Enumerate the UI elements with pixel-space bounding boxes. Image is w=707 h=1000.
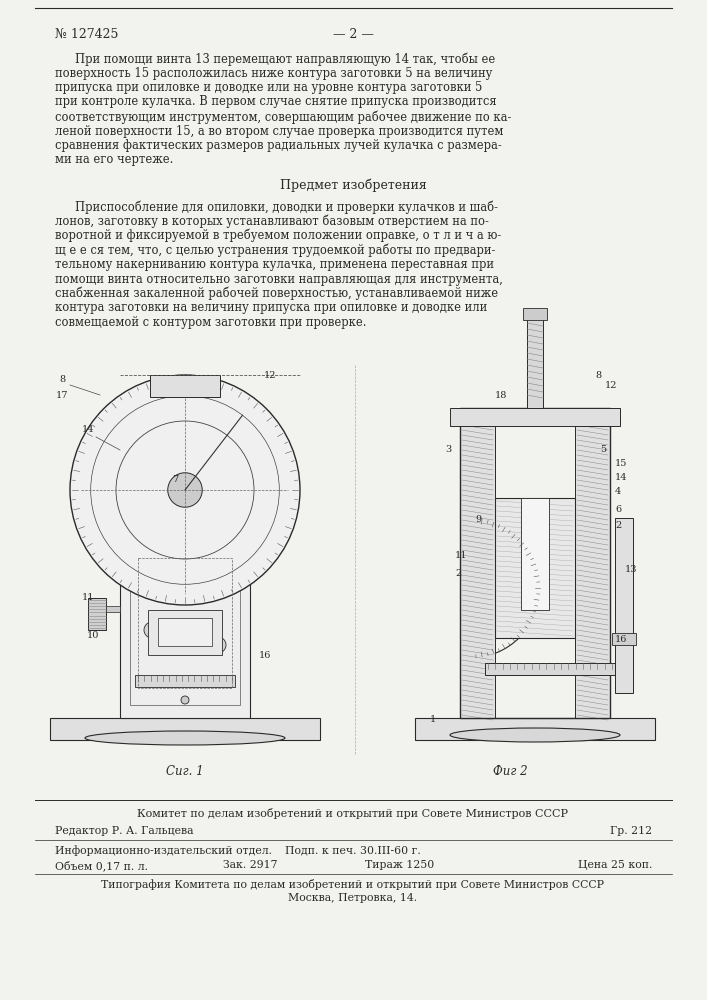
Bar xyxy=(612,633,636,645)
Text: Фиг 2: Фиг 2 xyxy=(493,765,527,778)
Text: 5: 5 xyxy=(600,446,606,454)
Text: № 127425: № 127425 xyxy=(55,28,118,41)
Text: 1: 1 xyxy=(430,716,436,724)
Text: помощи винта относительно заготовки направляющая для инструмента,: помощи винта относительно заготовки напр… xyxy=(55,272,503,286)
Text: поверхность 15 расположилась ниже контура заготовки 5 на величину: поверхность 15 расположилась ниже контур… xyxy=(55,66,492,80)
Text: 3: 3 xyxy=(445,446,451,454)
Text: 10: 10 xyxy=(87,631,99,640)
Text: 14: 14 xyxy=(615,474,628,483)
Text: при контроле кулачка. В первом случае снятие припуска производится: при контроле кулачка. В первом случае сн… xyxy=(55,96,496,108)
Text: ми на его чертеже.: ми на его чертеже. xyxy=(55,153,173,166)
Bar xyxy=(135,675,235,687)
Text: соответствующим инструментом, совершающим рабочее движение по ка-: соответствующим инструментом, совершающи… xyxy=(55,110,511,123)
Bar xyxy=(106,606,120,612)
Text: 2: 2 xyxy=(455,568,461,578)
Text: Комитет по делам изобретений и открытий при Совете Министров СССР: Комитет по делам изобретений и открытий … xyxy=(137,808,568,819)
Bar xyxy=(521,498,549,610)
Text: совмещаемой с контуром заготовки при проверке.: совмещаемой с контуром заготовки при про… xyxy=(55,316,366,329)
Ellipse shape xyxy=(85,731,285,745)
Text: 11: 11 xyxy=(455,550,467,560)
Circle shape xyxy=(168,473,202,507)
Text: 7: 7 xyxy=(172,476,178,485)
Text: 18: 18 xyxy=(495,390,508,399)
Text: Информационно-издательский отдел.: Информационно-издательский отдел. xyxy=(55,845,272,856)
Text: воротной и фиксируемой в требуемом положении оправке, о т л и ч а ю-: воротной и фиксируемой в требуемом полож… xyxy=(55,229,501,242)
Text: 4: 4 xyxy=(615,488,621,496)
Bar xyxy=(460,408,610,718)
Text: 12: 12 xyxy=(605,380,617,389)
Circle shape xyxy=(144,567,160,583)
Text: При помощи винта 13 перемещают направляющую 14 так, чтобы ее: При помощи винта 13 перемещают направляю… xyxy=(75,52,495,66)
Bar xyxy=(148,610,222,655)
Text: тельному накерниванию контура кулачка, применена переставная при: тельному накерниванию контура кулачка, п… xyxy=(55,258,494,271)
Bar xyxy=(575,408,610,718)
Text: леной поверхности 15, а во втором случае проверка производится путем: леной поверхности 15, а во втором случае… xyxy=(55,124,503,137)
Bar xyxy=(523,308,547,320)
Circle shape xyxy=(70,375,300,605)
Text: 8: 8 xyxy=(595,370,601,379)
Text: Сиг. 1: Сиг. 1 xyxy=(166,765,204,778)
Bar xyxy=(50,718,320,740)
Circle shape xyxy=(210,637,226,653)
Text: припуска при опиловке и доводке или на уровне контура заготовки 5: припуска при опиловке и доводке или на у… xyxy=(55,81,482,94)
Text: 16: 16 xyxy=(615,636,627,645)
Bar xyxy=(88,598,106,630)
Bar xyxy=(138,558,232,688)
Bar xyxy=(615,518,633,693)
Text: 8: 8 xyxy=(59,375,65,384)
Text: Объем 0,17 п. л.: Объем 0,17 п. л. xyxy=(55,860,148,871)
Text: Гр. 212: Гр. 212 xyxy=(610,826,652,836)
Text: 15: 15 xyxy=(615,458,627,468)
Circle shape xyxy=(144,622,160,638)
Bar xyxy=(150,375,220,397)
Bar xyxy=(130,545,240,705)
Text: контура заготовки на величину припуска при опиловке и доводке или: контура заготовки на величину припуска п… xyxy=(55,302,487,314)
Text: Подп. к печ. 30.III-60 г.: Подп. к печ. 30.III-60 г. xyxy=(285,845,421,855)
Text: снабженная закаленной рабочей поверхностью, устанавливаемой ниже: снабженная закаленной рабочей поверхност… xyxy=(55,287,498,300)
Text: Редактор Р. А. Гальцева: Редактор Р. А. Гальцева xyxy=(55,826,194,836)
Bar xyxy=(495,498,575,638)
Bar xyxy=(485,663,615,675)
Text: сравнения фактических размеров радиальных лучей кулачка с размера-: сравнения фактических размеров радиальны… xyxy=(55,139,502,152)
Text: 16: 16 xyxy=(259,650,271,660)
Text: Приспособление для опиловки, доводки и проверки кулачков и шаб-: Приспособление для опиловки, доводки и п… xyxy=(75,200,498,214)
Text: Зак. 2917: Зак. 2917 xyxy=(223,860,277,870)
Circle shape xyxy=(181,696,189,704)
Text: Типография Комитета по делам изобретений и открытий при Совете Министров СССР: Типография Комитета по делам изобретений… xyxy=(102,879,604,890)
Text: Москва, Петровка, 14.: Москва, Петровка, 14. xyxy=(288,893,418,903)
Text: 17: 17 xyxy=(56,390,69,399)
Text: 6: 6 xyxy=(615,506,621,514)
Text: Тираж 1250: Тираж 1250 xyxy=(366,860,435,870)
Bar xyxy=(120,530,250,718)
Text: 2: 2 xyxy=(615,520,621,530)
Circle shape xyxy=(210,567,226,583)
Text: 14: 14 xyxy=(82,426,94,434)
Text: 9: 9 xyxy=(475,516,481,524)
Bar xyxy=(527,318,543,408)
Bar xyxy=(460,408,495,718)
Bar xyxy=(450,408,620,426)
Bar xyxy=(415,718,655,740)
Text: Цена 25 коп.: Цена 25 коп. xyxy=(578,860,652,870)
Bar xyxy=(158,618,212,646)
Text: Предмет изобретения: Предмет изобретения xyxy=(280,178,426,192)
Text: 12: 12 xyxy=(264,370,276,379)
Text: 13: 13 xyxy=(625,566,638,574)
Ellipse shape xyxy=(450,728,620,742)
Text: щ е е ся тем, что, с целью устранения трудоемкой работы по предвари-: щ е е ся тем, что, с целью устранения тр… xyxy=(55,243,496,257)
Text: лонов, заготовку в которых устанавливают базовым отверстием на по-: лонов, заготовку в которых устанавливают… xyxy=(55,215,489,228)
Text: — 2 —: — 2 — xyxy=(332,28,373,41)
Text: 11: 11 xyxy=(82,593,94,602)
